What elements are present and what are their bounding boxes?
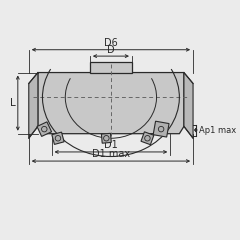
Polygon shape: [38, 72, 184, 134]
Polygon shape: [102, 133, 111, 143]
Polygon shape: [37, 122, 52, 136]
Polygon shape: [29, 72, 38, 138]
Text: L: L: [10, 98, 16, 108]
Text: D: D: [107, 45, 115, 55]
Polygon shape: [52, 132, 64, 144]
Polygon shape: [90, 62, 132, 72]
Polygon shape: [141, 132, 154, 145]
Text: D1: D1: [104, 140, 118, 150]
Text: D6: D6: [104, 38, 118, 48]
Text: Ap1 max: Ap1 max: [198, 126, 236, 135]
Text: D1 max: D1 max: [92, 149, 130, 159]
Polygon shape: [184, 72, 193, 138]
Polygon shape: [153, 121, 169, 137]
